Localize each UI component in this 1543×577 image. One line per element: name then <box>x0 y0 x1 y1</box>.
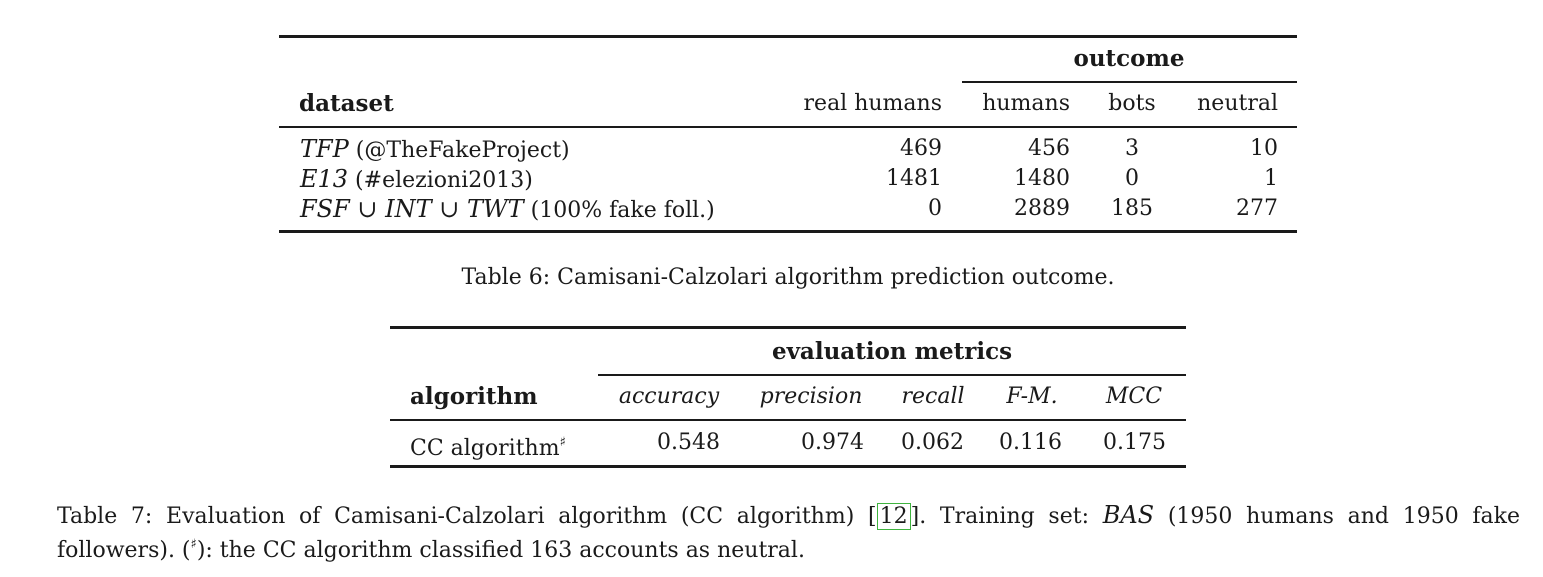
cell-bots: 3 <box>1125 136 1139 161</box>
table7-caption-line2: followers). (♯): the CC algorithm classi… <box>57 530 805 566</box>
dataset-desc: (100% fake foll.) <box>523 198 715 223</box>
table-row: TFP (@TheFakeProject) <box>300 135 570 165</box>
table7-header-accuracy: accuracy <box>618 384 720 409</box>
cell-fm: 0.116 <box>999 430 1062 455</box>
cell-mcc: 0.175 <box>1103 430 1166 455</box>
cell-recall: 0.062 <box>901 430 964 455</box>
caption-text: followers). ( <box>57 538 191 563</box>
table6-mid-rule <box>279 126 1297 128</box>
table-row: CC algorithm♯ <box>410 429 566 463</box>
table6-header-humans: humans <box>982 91 1070 116</box>
table6-header-bots: bots <box>1108 91 1156 116</box>
table6-group-rule <box>962 81 1297 83</box>
cell-humans: 1480 <box>1014 166 1070 191</box>
cell-humans: 456 <box>1028 136 1070 161</box>
table7-top-rule <box>390 326 1186 329</box>
table7-header-algorithm: algorithm <box>410 383 538 410</box>
cell-accuracy: 0.548 <box>657 430 720 455</box>
cell-neutral: 277 <box>1236 196 1278 221</box>
table-row: E13 (#elezioni2013) <box>300 165 533 195</box>
cell-real-humans: 0 <box>928 196 942 221</box>
cell-real-humans: 1481 <box>886 166 942 191</box>
table7-header-precision: precision <box>759 384 863 409</box>
table7-group-header: evaluation metrics <box>771 338 1013 365</box>
caption-text: Table 7: Evaluation of Camisani-Calzolar… <box>57 504 877 529</box>
cell-neutral: 1 <box>1264 166 1278 191</box>
table6-header-real-humans: real humans <box>803 91 942 116</box>
cell-bots: 0 <box>1125 166 1139 191</box>
dataset-name: FSF ∪ INT ∪ TWT <box>300 195 524 223</box>
table6-group-header: outcome <box>1073 45 1185 72</box>
caption-text: (1950 humans and 1950 fake <box>1154 504 1521 529</box>
table6-header-dataset: dataset <box>299 90 394 117</box>
sharp-footnote-mark: ♯ <box>190 537 197 552</box>
citation-link[interactable]: 12 <box>876 503 911 530</box>
table6-top-rule <box>279 35 1297 38</box>
table-row: FSF ∪ INT ∪ TWT (100% fake foll.) <box>300 195 715 225</box>
dataset-desc: (@TheFakeProject) <box>348 138 570 163</box>
dataset-desc: (#elezioni2013) <box>348 168 533 193</box>
table7-header-mcc: MCC <box>1105 384 1163 409</box>
table7-header-fm: F-M. <box>1006 384 1058 409</box>
table7-bottom-rule <box>390 465 1186 468</box>
dataset-name: E13 <box>300 165 349 193</box>
caption-text: ): the CC algorithm classified 163 accou… <box>196 538 805 563</box>
caption-dataset-name: BAS <box>1102 501 1155 529</box>
cell-bots: 185 <box>1111 196 1153 221</box>
table7-mid-rule <box>390 419 1186 421</box>
table6-bottom-rule <box>279 230 1297 233</box>
cell-humans: 2889 <box>1014 196 1070 221</box>
sharp-footnote-mark: ♯ <box>559 435 566 450</box>
table7-group-rule <box>598 374 1186 376</box>
caption-text: ]. Training set: <box>910 504 1103 529</box>
table6-header-neutral: neutral <box>1197 91 1278 116</box>
table6-caption: Table 6: Camisani-Calzolari algorithm pr… <box>461 265 1115 290</box>
algorithm-name: CC algorithm <box>410 436 560 461</box>
table7-header-recall: recall <box>901 384 965 409</box>
table7-caption-line1: Table 7: Evaluation of Camisani-Calzolar… <box>57 500 1520 532</box>
cell-real-humans: 469 <box>900 136 942 161</box>
dataset-name: TFP <box>300 135 349 163</box>
cell-precision: 0.974 <box>801 430 864 455</box>
cell-neutral: 10 <box>1250 136 1278 161</box>
